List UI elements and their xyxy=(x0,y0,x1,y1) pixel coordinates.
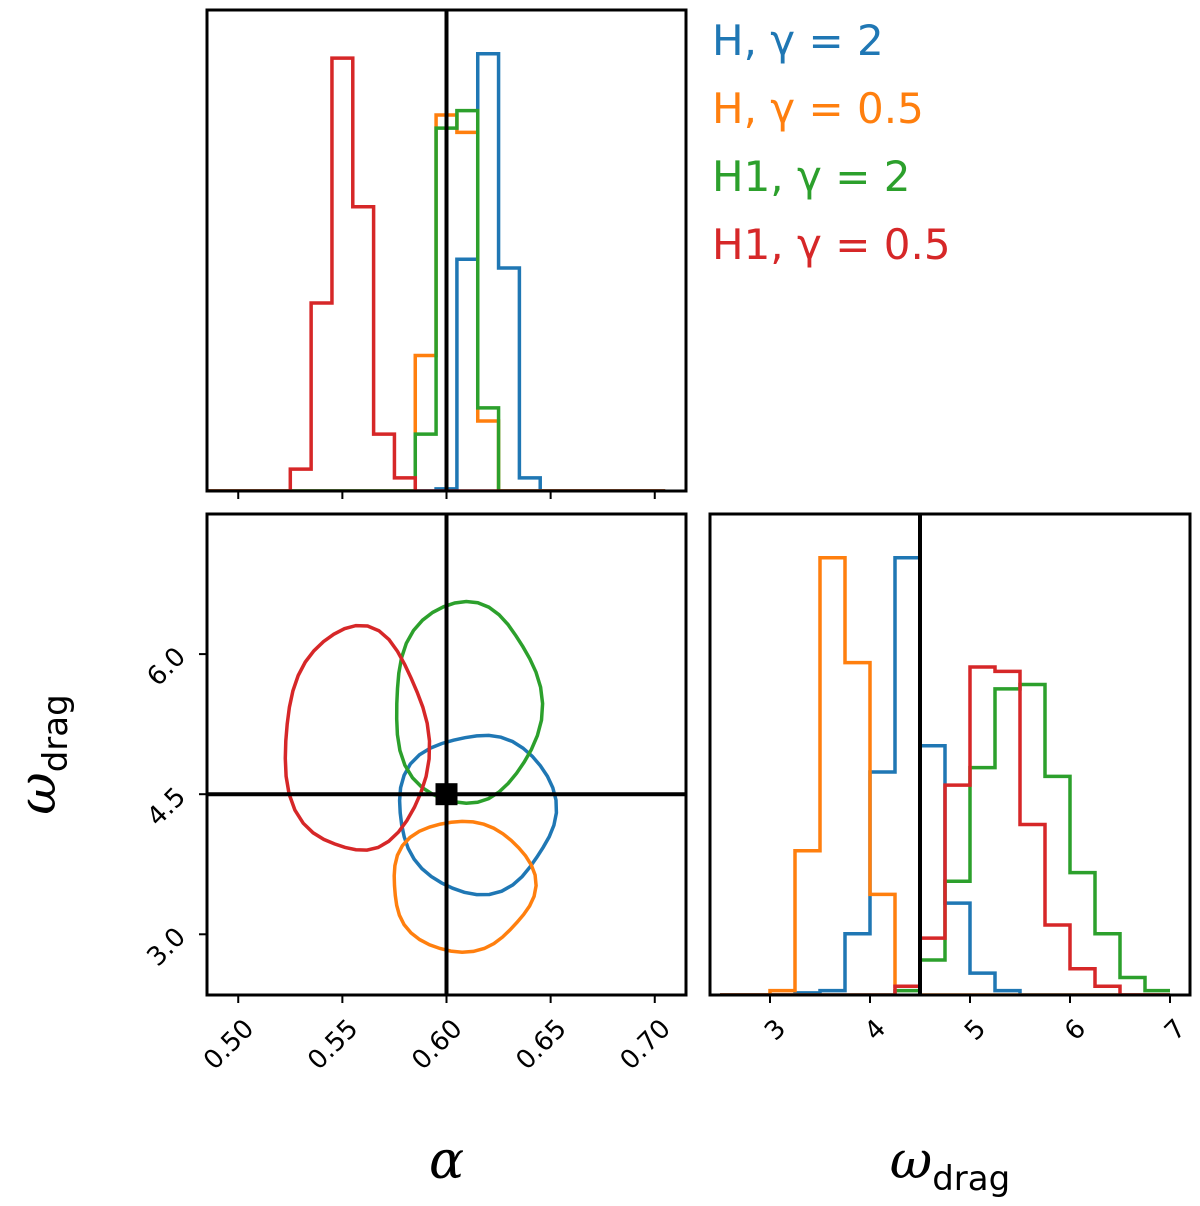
legend: H, γ = 2 H, γ = 0.5 H1, γ = 2 H1, γ = 0.5 xyxy=(712,16,951,269)
alpha-hist-series-3 xyxy=(207,56,666,491)
omega-xtick-label-1: 4 xyxy=(859,1014,892,1047)
joint-contour-series-0 xyxy=(397,733,559,897)
omega-hist-series-2 xyxy=(720,682,1170,995)
joint-contour-series-3 xyxy=(283,623,432,852)
joint-series-group xyxy=(283,599,559,954)
legend-entry-0: H, γ = 2 xyxy=(712,16,884,65)
omega-histogram-frame xyxy=(708,512,1192,997)
joint-contour-series-2 xyxy=(394,599,545,805)
alpha-histogram-panel xyxy=(205,8,688,499)
joint-ytick-label-1: 4.5 xyxy=(141,782,191,832)
legend-entry-2: H1, γ = 2 xyxy=(712,152,910,201)
omega-hist-series-3 xyxy=(720,665,1170,995)
joint-xtick-label-3: 0.65 xyxy=(510,1014,572,1076)
omega-xtick-label-4: 7 xyxy=(1159,1014,1192,1047)
omega-histogram-panel: 3 4 5 6 7 ωdrag xyxy=(708,512,1192,1199)
truth-marker xyxy=(435,783,458,806)
x-axis-label-subscript: drag xyxy=(932,1159,1010,1199)
y-axis-label-symbol: ω xyxy=(8,772,68,814)
alpha-series-group xyxy=(207,51,666,491)
x-axis-label-omega: ωdrag xyxy=(890,1131,1010,1199)
y-axis-label-subscript: drag xyxy=(36,694,76,772)
joint-contour-series-1 xyxy=(392,819,538,954)
alpha-hist-series-0 xyxy=(207,51,666,491)
x-axis-label-symbol: ω xyxy=(890,1131,932,1191)
joint-xtick-label-0: 0.50 xyxy=(198,1014,260,1076)
omega-series-group xyxy=(720,555,1170,995)
legend-entry-3: H1, γ = 0.5 xyxy=(712,220,951,269)
omega-xtick-label-2: 5 xyxy=(959,1014,992,1047)
joint-ytick-label-2: 6.0 xyxy=(141,642,191,692)
omega-hist-series-1 xyxy=(720,555,1170,995)
joint-contour-panel: 0.50 0.55 0.60 0.65 0.70 3.0 4.5 6.0 α ωdrag xyxy=(8,512,688,1191)
joint-xtick-label-1: 0.55 xyxy=(302,1014,364,1076)
joint-xtick-label-4: 0.70 xyxy=(615,1014,677,1076)
legend-entry-1: H, γ = 0.5 xyxy=(712,84,924,133)
x-axis-label-alpha: α xyxy=(429,1131,464,1191)
omega-xtick-label-3: 6 xyxy=(1059,1014,1092,1047)
alpha-hist-series-2 xyxy=(207,108,666,491)
omega-xtick-label-0: 3 xyxy=(759,1014,792,1047)
joint-xtick-label-2: 0.60 xyxy=(406,1014,468,1076)
joint-ytick-label-0: 3.0 xyxy=(141,922,191,972)
y-axis-label-omega: ωdrag xyxy=(8,694,76,814)
